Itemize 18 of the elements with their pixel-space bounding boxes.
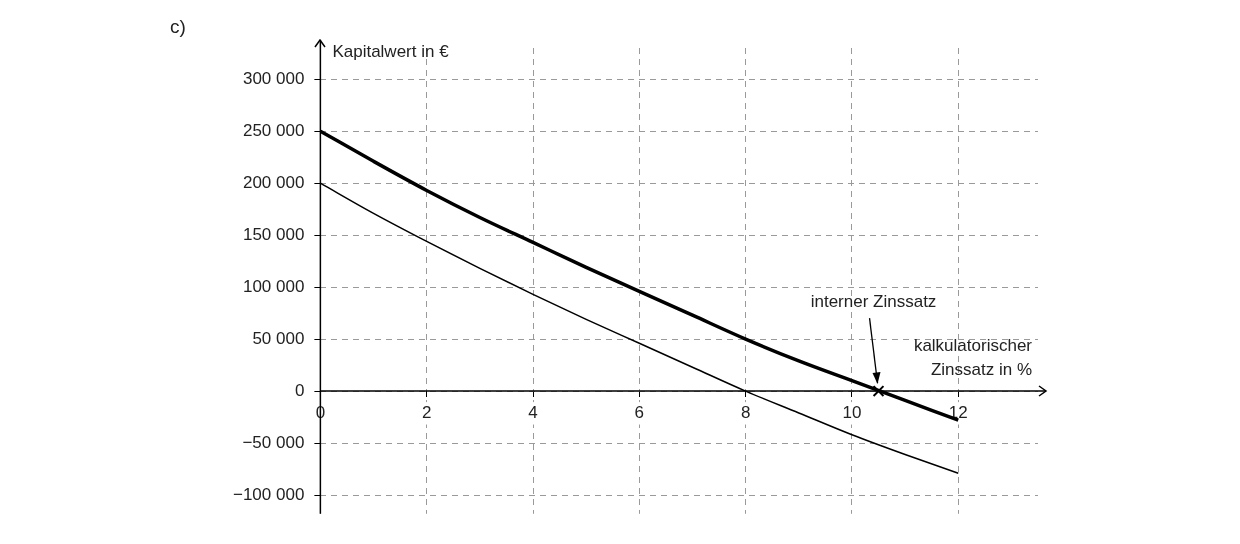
x-tick-label: 10: [842, 403, 862, 422]
x-axis-title: kalkulatorischer Zinssatz in %: [913, 336, 1033, 380]
y-tick-label: 250 000: [242, 120, 305, 140]
x-tick-label: 4: [528, 403, 538, 422]
y-tick-label: 300 000: [242, 68, 305, 88]
y-tick-label: −50 000: [242, 432, 305, 452]
y-tick-label: 150 000: [242, 224, 305, 244]
x-tick-label: 8: [740, 403, 751, 422]
y-tick-label: 200 000: [242, 172, 305, 192]
y-tick-label: 0: [294, 380, 305, 400]
y-axis-title: Kapitalwert in €: [332, 41, 450, 61]
chart-title: c): [170, 16, 186, 38]
y-tick-label: 50 000: [252, 328, 305, 348]
x-tick-label: 2: [421, 403, 432, 422]
x-tick-label: 6: [634, 403, 645, 422]
y-tick-label: −100 000: [232, 484, 305, 504]
y-tick-label: 100 000: [242, 276, 305, 296]
annotation: interner Zinssatz: [810, 292, 937, 312]
